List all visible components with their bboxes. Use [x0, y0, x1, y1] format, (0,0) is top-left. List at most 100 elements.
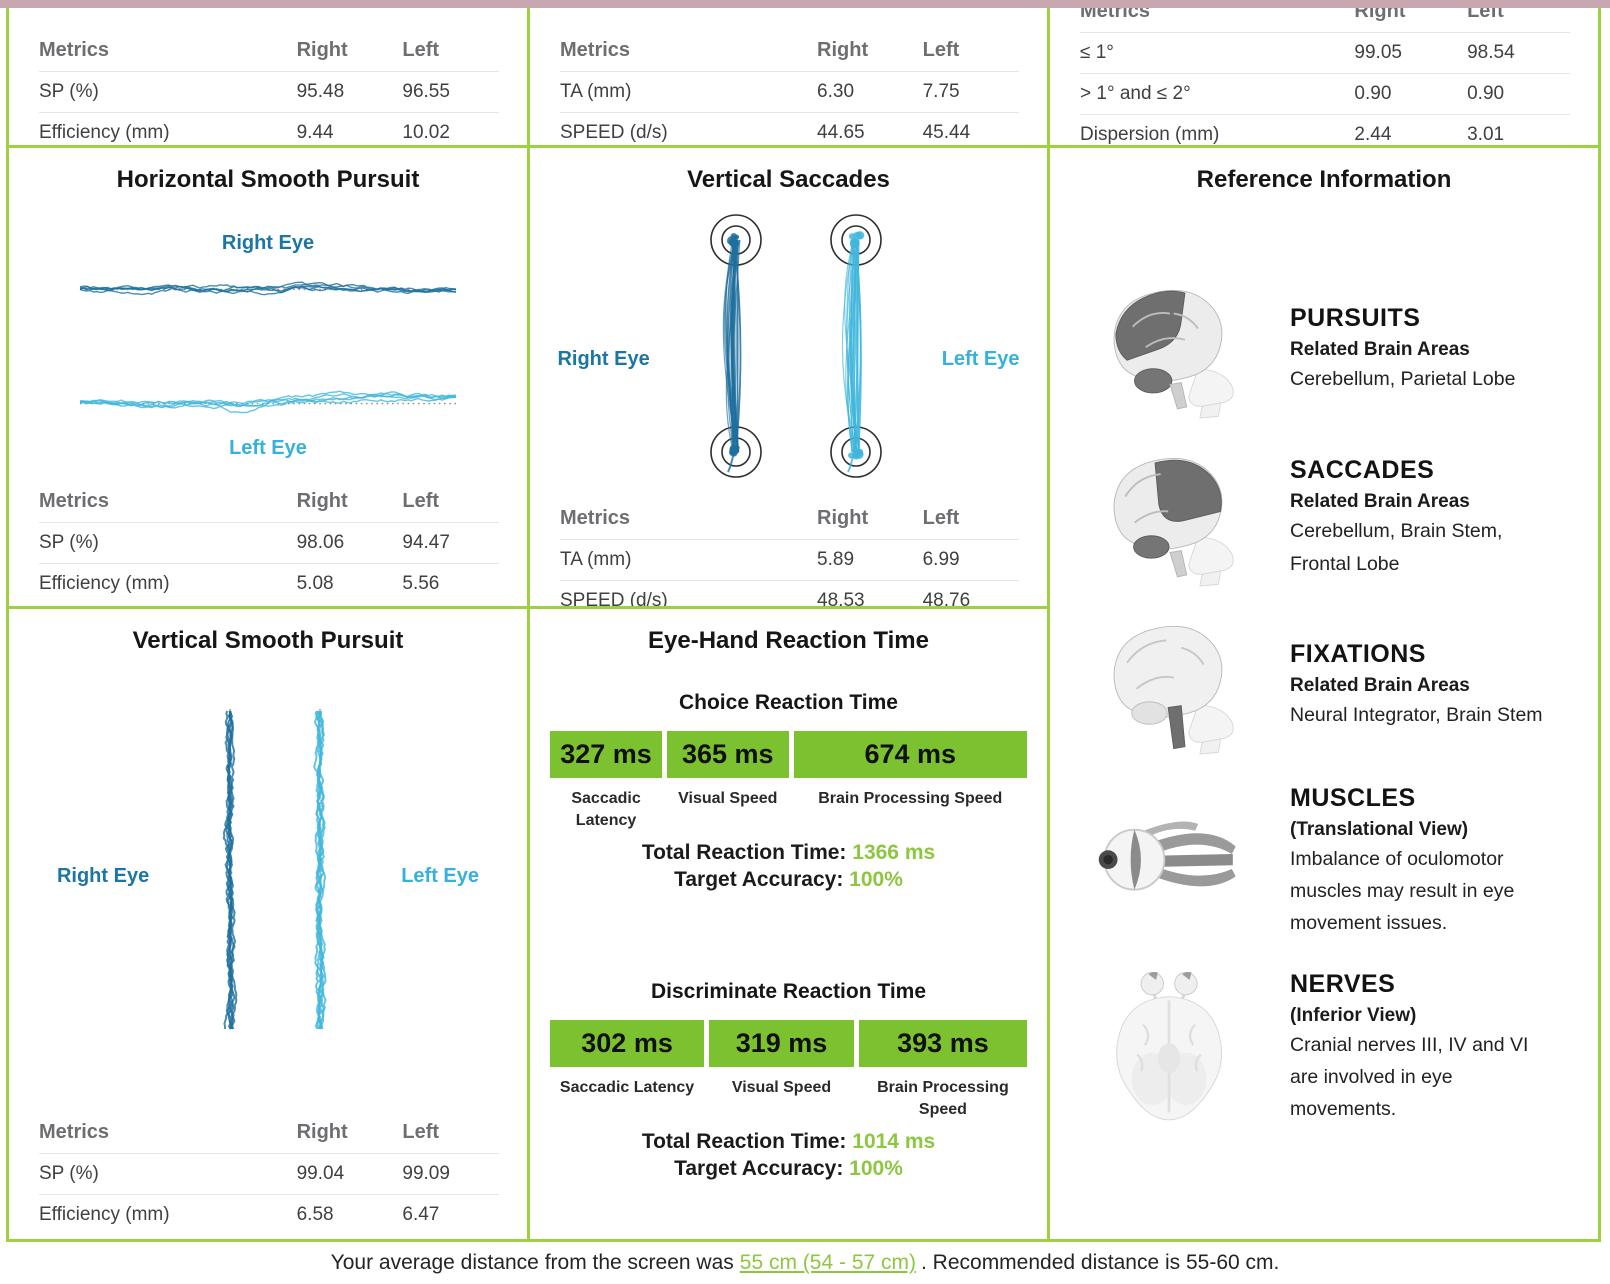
brain-processing-speed-label: Brain Processing Speed: [818, 790, 1003, 807]
report-grid: Metrics Right Left SP (%) 95.48 96.55 Ef…: [0, 8, 1610, 1242]
left-eye-label: Left Eye: [229, 437, 307, 459]
brain-side-saccades-icon: [1090, 448, 1250, 588]
left-eye-trace: [79, 390, 457, 414]
brain-processing-speed-label: Brain Processing Speed: [877, 1078, 1009, 1119]
horizontal-smooth-pursuit-panel: Horizontal Smooth Pursuit Right Eye Left…: [9, 148, 527, 609]
panel-title: Horizontal Smooth Pursuit: [116, 166, 420, 193]
eye-muscles-icon: [1090, 814, 1250, 909]
table-row: Efficiency (mm) 6.58 6.47: [39, 1194, 499, 1236]
reference-body: Cranial nerves III, IV and VI are involv…: [1290, 1033, 1529, 1121]
discriminate-total-value: 1014 ms: [852, 1129, 936, 1153]
table-row: Efficiency (mm) 9.44 10.02: [39, 112, 499, 146]
brain-inferior-nerves-icon: [1090, 968, 1250, 1128]
brain-side-pursuits-icon: [1090, 280, 1250, 420]
reference-information-panel: Reference Information: [1050, 148, 1598, 1239]
reference-body: Neural Integrator, Brain Stem: [1290, 704, 1543, 727]
reference-subheading: Related Brain Areas: [1290, 491, 1470, 513]
metrics-table-top-middle: Metrics Right Left TA (mm) 6.30 7.75 SPE…: [560, 30, 1019, 146]
reference-entry-nerves: NERVES (Inferior View) Cranial nerves II…: [1090, 968, 1574, 1128]
visual-speed-label: Visual Speed: [678, 790, 778, 807]
metrics-table-vertical-saccades: Metrics Right Left TA (mm) 5.89 6.99 SPE…: [560, 498, 1019, 606]
panel-title: Vertical Saccades: [687, 166, 890, 193]
reference-body: Imbalance of oculomotor muscles may resu…: [1290, 848, 1515, 935]
reference-entry-pursuits: PURSUITS Related Brain Areas Cerebellum,…: [1090, 280, 1574, 420]
right-eye-saccade-bundle: [709, 214, 762, 478]
saccadic-latency-value: 302 ms: [550, 1019, 705, 1067]
brain-processing-speed-value: 674 ms: [793, 731, 1027, 778]
column-left: Metrics Right Left SP (%) 95.48 96.55 Ef…: [6, 8, 527, 1242]
table-row: SP (%) 95.48 96.55: [39, 71, 499, 113]
table-row: Efficiency (mm) 5.08 5.56: [39, 563, 499, 605]
choice-target-accuracy: Target Accuracy: 100%: [674, 867, 903, 891]
discriminate-target-accuracy: Target Accuracy: 100%: [674, 1156, 903, 1180]
metrics-table-top-right: Metrics Right Left ≤ 1° 99.05 98.54 > 1°…: [1080, 8, 1570, 145]
reference-entry-saccades: SACCADES Related Brain Areas Cerebellum,…: [1090, 448, 1574, 588]
distance-link[interactable]: 55 cm (54 - 57 cm): [739, 1251, 916, 1274]
reference-subheading: Related Brain Areas: [1290, 339, 1470, 361]
brain-side-fixations-icon: [1090, 616, 1250, 756]
discriminate-total-reaction-time: Total Reaction Time: 1014 ms: [641, 1129, 936, 1153]
saccadic-latency-label: Saccadic Latency: [559, 1078, 695, 1096]
reference-body: Cerebellum, Brain Stem, Frontal Lobe: [1290, 520, 1503, 575]
reference-subheading: (Translational View): [1290, 819, 1469, 840]
panel-title: Eye-Hand Reaction Time: [648, 627, 929, 654]
metrics-table-top-left: Metrics Right Left SP (%) 95.48 96.55 Ef…: [39, 30, 499, 146]
vertical-saccades-chart: Right Eye Left Eye: [530, 198, 1047, 498]
table-row: ≤ 1° 99.05 98.54: [1080, 32, 1570, 74]
left-eye-label: Left Eye: [401, 865, 480, 887]
discriminate-accuracy-value: 100%: [849, 1156, 903, 1180]
right-eye-label: Right Eye: [221, 232, 315, 254]
reference-heading: MUSCLES: [1290, 784, 1416, 812]
panel-title: Vertical Smooth Pursuit: [132, 627, 404, 654]
visual-speed-value: 365 ms: [667, 731, 789, 778]
eye-hand-reaction-panel: Eye-Hand Reaction Time Choice Reaction T…: [530, 609, 1047, 1239]
column-right: Metrics Right Left ≤ 1° 99.05 98.54 > 1°…: [1047, 8, 1601, 1242]
vertical-saccades-panel: Vertical Saccades Right Eye Left Eye Met…: [530, 148, 1047, 609]
brain-processing-speed-value: 393 ms: [858, 1019, 1027, 1067]
vertical-pursuit-chart: Right Eye Left Eye: [9, 705, 527, 1112]
discriminate-reaction-subtitle: Discriminate Reaction Time: [650, 979, 927, 1003]
choice-total-value: 1366 ms: [852, 840, 936, 864]
reference-subheading: (Inferior View): [1290, 1004, 1417, 1026]
metrics-table-vertical-pursuit: Metrics Right Left SP (%) 99.04 99.09 Ef…: [39, 1112, 499, 1235]
reference-entry-fixations: FIXATIONS Related Brain Areas Neural Int…: [1090, 616, 1574, 756]
reference-body: Cerebellum, Parietal Lobe: [1290, 368, 1516, 391]
reference-heading: NERVES: [1290, 969, 1396, 998]
right-eye-label: Right Eye: [557, 348, 650, 370]
horizontal-pursuit-chart: Right Eye Left Eye: [9, 194, 527, 481]
footer-suffix: . Recommended distance is 55-60 cm.: [921, 1251, 1280, 1274]
panel-title: Reference Information: [1196, 166, 1452, 193]
choice-total-reaction-time: Total Reaction Time: 1366 ms: [641, 840, 936, 864]
table-row: SPEED (d/s) 48.53 48.76: [560, 580, 1019, 606]
col-header: Left: [402, 39, 440, 61]
vertical-smooth-pursuit-panel: Vertical Smooth Pursuit Right Eye Left E…: [9, 609, 527, 1239]
saccadic-latency-label: Saccadic Latency: [571, 790, 641, 830]
footer-prefix: Your average distance from the screen wa…: [330, 1251, 734, 1274]
reference-subheading: Related Brain Areas: [1290, 675, 1470, 697]
choice-accuracy-value: 100%: [849, 867, 903, 891]
choice-reaction-boxes: 327 ms 365 ms 674 ms: [530, 731, 1047, 778]
right-eye-trace: [222, 709, 238, 1031]
saccadic-latency-value: 327 ms: [550, 731, 663, 778]
table-row: SP (%) 98.06 94.47: [39, 522, 499, 564]
table-row: > 1° and ≤ 2° 0.90 0.90: [1080, 73, 1570, 115]
metrics-table-horizontal-pursuit: Metrics Right Left SP (%) 98.06 94.47 Ef…: [39, 481, 499, 604]
left-eye-saccade-bundle: [829, 214, 882, 478]
discriminate-reaction-boxes: 302 ms 319 ms 393 ms: [530, 1019, 1047, 1067]
top-left-metrics-panel: Metrics Right Left SP (%) 95.48 96.55 Ef…: [9, 8, 527, 148]
table-row: SPEED (d/s) 44.65 45.44: [560, 112, 1019, 146]
col-header: Metrics: [39, 39, 110, 61]
reference-entry-muscles: MUSCLES (Translational View) Imbalance o…: [1090, 784, 1574, 940]
choice-reaction-subtitle: Choice Reaction Time: [678, 691, 898, 714]
col-header: Right: [296, 39, 348, 61]
visual-speed-value: 319 ms: [709, 1019, 854, 1067]
reference-heading: SACCADES: [1290, 456, 1435, 485]
table-row: TA (mm) 5.89 6.99: [560, 539, 1019, 581]
column-middle: Metrics Right Left TA (mm) 6.30 7.75 SPE…: [527, 8, 1047, 1242]
reference-heading: FIXATIONS: [1290, 640, 1426, 669]
left-eye-label: Left Eye: [941, 348, 1020, 370]
right-eye-label: Right Eye: [56, 865, 150, 887]
screen-distance-note: Your average distance from the screen wa…: [0, 1242, 1610, 1284]
top-middle-metrics-panel: Metrics Right Left TA (mm) 6.30 7.75 SPE…: [530, 8, 1047, 148]
